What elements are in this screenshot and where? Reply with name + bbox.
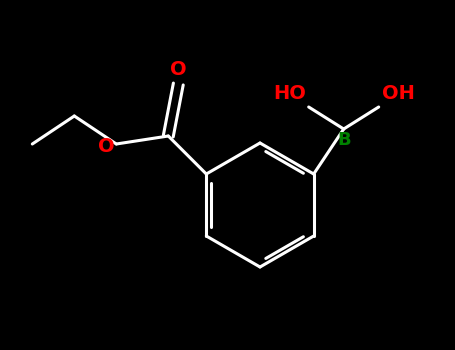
Text: O: O <box>170 60 187 79</box>
Text: HO: HO <box>273 84 306 103</box>
Text: O: O <box>98 136 114 155</box>
Text: OH: OH <box>382 84 415 103</box>
Text: B: B <box>337 131 350 149</box>
